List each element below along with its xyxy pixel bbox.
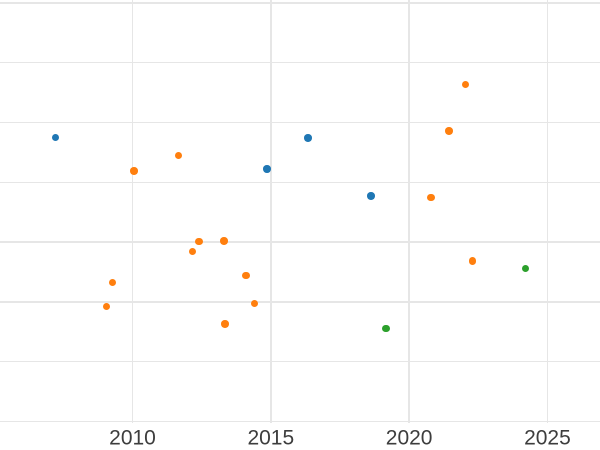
data-point-series-green <box>382 324 390 333</box>
gridline-x <box>408 0 410 423</box>
data-point-series-orange <box>195 237 203 246</box>
data-point-series-blue <box>367 192 375 200</box>
x-tick-label: 2020 <box>385 426 433 450</box>
x-tick-label: 2015 <box>247 426 295 450</box>
gridline-y <box>0 61 600 64</box>
data-point-series-orange <box>220 237 228 245</box>
gridline-y <box>0 301 600 303</box>
data-point-series-orange <box>469 257 477 265</box>
gridline-y <box>0 121 600 124</box>
gridline-x <box>131 0 134 423</box>
data-point-series-orange <box>242 271 250 280</box>
gridline-y <box>0 241 600 243</box>
gridline-x <box>270 0 272 423</box>
data-point-series-orange <box>221 320 229 328</box>
x-tick-label: 2025 <box>524 426 571 450</box>
data-point-series-blue <box>51 133 60 142</box>
gridline-y <box>0 420 600 423</box>
data-point-series-orange <box>108 278 116 287</box>
gridline-y <box>0 181 600 184</box>
gridline-x <box>546 0 549 423</box>
x-tick-label: 2010 <box>109 426 156 450</box>
data-point-series-orange <box>251 299 259 308</box>
data-point-series-orange <box>189 247 197 256</box>
data-point-series-orange <box>103 302 111 311</box>
data-point-series-orange <box>461 80 470 88</box>
data-point-series-orange <box>130 167 138 175</box>
gridline-y <box>0 2 600 4</box>
data-point-series-green <box>521 264 529 273</box>
data-point-series-orange <box>445 127 453 135</box>
data-point-series-blue <box>304 134 312 142</box>
data-point-series-orange <box>174 151 183 160</box>
data-point-series-orange <box>427 193 435 201</box>
gridline-y <box>0 360 600 363</box>
data-point-series-blue <box>263 165 271 173</box>
